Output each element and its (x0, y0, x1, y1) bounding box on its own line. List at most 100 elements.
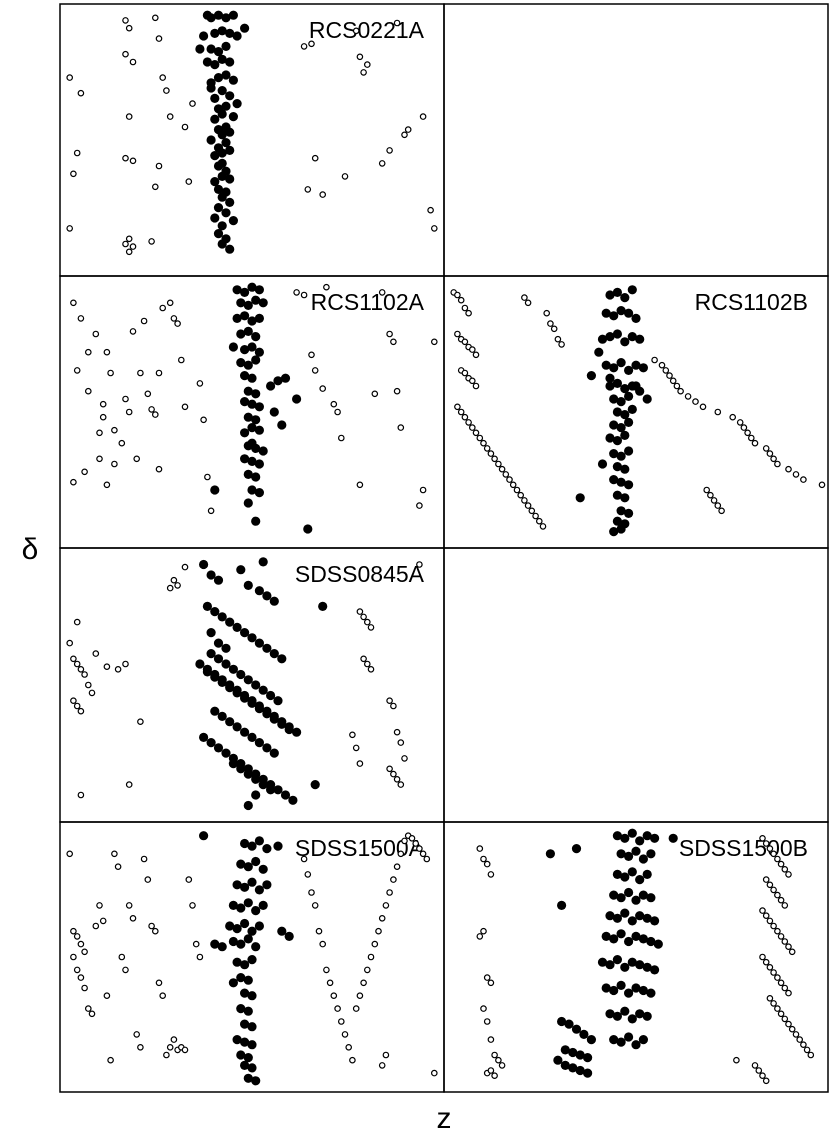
nonmember-point (144, 876, 152, 883)
member-point (195, 659, 205, 669)
member-point (243, 975, 253, 985)
nonmember-point (457, 296, 465, 304)
member-point (627, 828, 637, 838)
nonmember-point (323, 283, 330, 291)
member-point (277, 420, 287, 430)
member-point (609, 420, 619, 430)
nonmember-point (360, 979, 367, 987)
member-point (243, 580, 253, 591)
nonmember-point (66, 74, 74, 81)
member-point (616, 397, 626, 407)
member-point (221, 13, 231, 23)
member-point (254, 459, 264, 469)
nonmember-point (759, 953, 766, 961)
member-point (292, 394, 302, 404)
member-point (213, 47, 224, 57)
member-point (240, 1019, 250, 1029)
nonmember-point (718, 507, 725, 515)
member-point (284, 724, 294, 735)
nonmember-point (77, 791, 85, 799)
member-point (627, 957, 637, 967)
nonmember-point (539, 523, 547, 530)
member-point (262, 880, 272, 890)
nonmember-point (788, 948, 796, 956)
nonmember-point (528, 507, 536, 515)
member-point (605, 290, 615, 300)
member-point (620, 872, 630, 882)
member-point (243, 498, 253, 508)
member-point (601, 983, 611, 993)
member-point (627, 285, 637, 295)
nonmember-point (304, 871, 312, 878)
member-point (247, 342, 257, 352)
nonmember-point (487, 1067, 495, 1074)
nonmember-point (170, 1036, 178, 1043)
nonmember-point (487, 1036, 495, 1043)
nonmember-point (454, 330, 461, 338)
member-point (210, 607, 220, 617)
nonmember-point (140, 855, 148, 863)
nonmember-point (360, 69, 367, 76)
nonmember-point (349, 1056, 356, 1064)
nonmember-point (796, 1036, 804, 1043)
member-point (284, 931, 294, 942)
nonmember-point (468, 346, 476, 353)
nonmember-point (393, 387, 401, 395)
member-point (240, 287, 250, 297)
panel-title: SDSS0845A (295, 561, 425, 587)
member-point (232, 722, 242, 732)
nonmember-point (476, 845, 484, 852)
member-point (240, 397, 250, 407)
member-point (646, 936, 656, 947)
member-point (597, 334, 608, 344)
nonmember-point (174, 582, 181, 589)
nonmember-point (770, 886, 777, 894)
nonmember-point (550, 325, 558, 333)
member-point (228, 759, 238, 769)
nonmember-point (766, 881, 774, 889)
nonmember-point (777, 860, 785, 868)
nonmember-point (125, 113, 133, 120)
nonmember-point (148, 238, 155, 245)
member-point (635, 875, 645, 885)
member-point (217, 148, 227, 158)
member-point (616, 477, 626, 487)
nonmember-point (114, 863, 122, 871)
member-point (612, 955, 623, 965)
nonmember-point (502, 471, 510, 478)
nonmember-point (371, 390, 379, 398)
nonmember-point (476, 434, 484, 442)
nonmember-point (70, 655, 77, 663)
nonmember-point (461, 304, 469, 312)
nonmember-point (77, 707, 85, 715)
member-point (206, 135, 216, 145)
nonmember-point (651, 356, 658, 364)
member-point (266, 690, 276, 701)
nonmember-point (483, 860, 491, 868)
member-point (631, 313, 641, 323)
member-point (631, 360, 641, 370)
nonmember-point (666, 372, 673, 379)
member-point (635, 960, 645, 970)
nonmember-point (73, 933, 81, 940)
member-point (605, 332, 615, 342)
nonmember-point (729, 413, 737, 421)
member-point (627, 867, 637, 877)
nonmember-point (70, 953, 77, 961)
nonmember-point (330, 400, 338, 408)
member-point (206, 13, 216, 23)
nonmember-point (662, 367, 670, 374)
member-point (240, 882, 250, 892)
member-point (213, 654, 224, 664)
member-point (232, 880, 242, 890)
nonmember-point (785, 871, 792, 878)
panel-5 (443, 547, 829, 823)
member-point (243, 469, 253, 479)
member-point (624, 1032, 634, 1042)
nonmember-point (166, 584, 174, 592)
nonmember-point (770, 922, 777, 930)
member-point (247, 955, 257, 965)
member-point (646, 988, 656, 998)
member-point (266, 381, 276, 391)
nonmember-point (170, 315, 178, 322)
